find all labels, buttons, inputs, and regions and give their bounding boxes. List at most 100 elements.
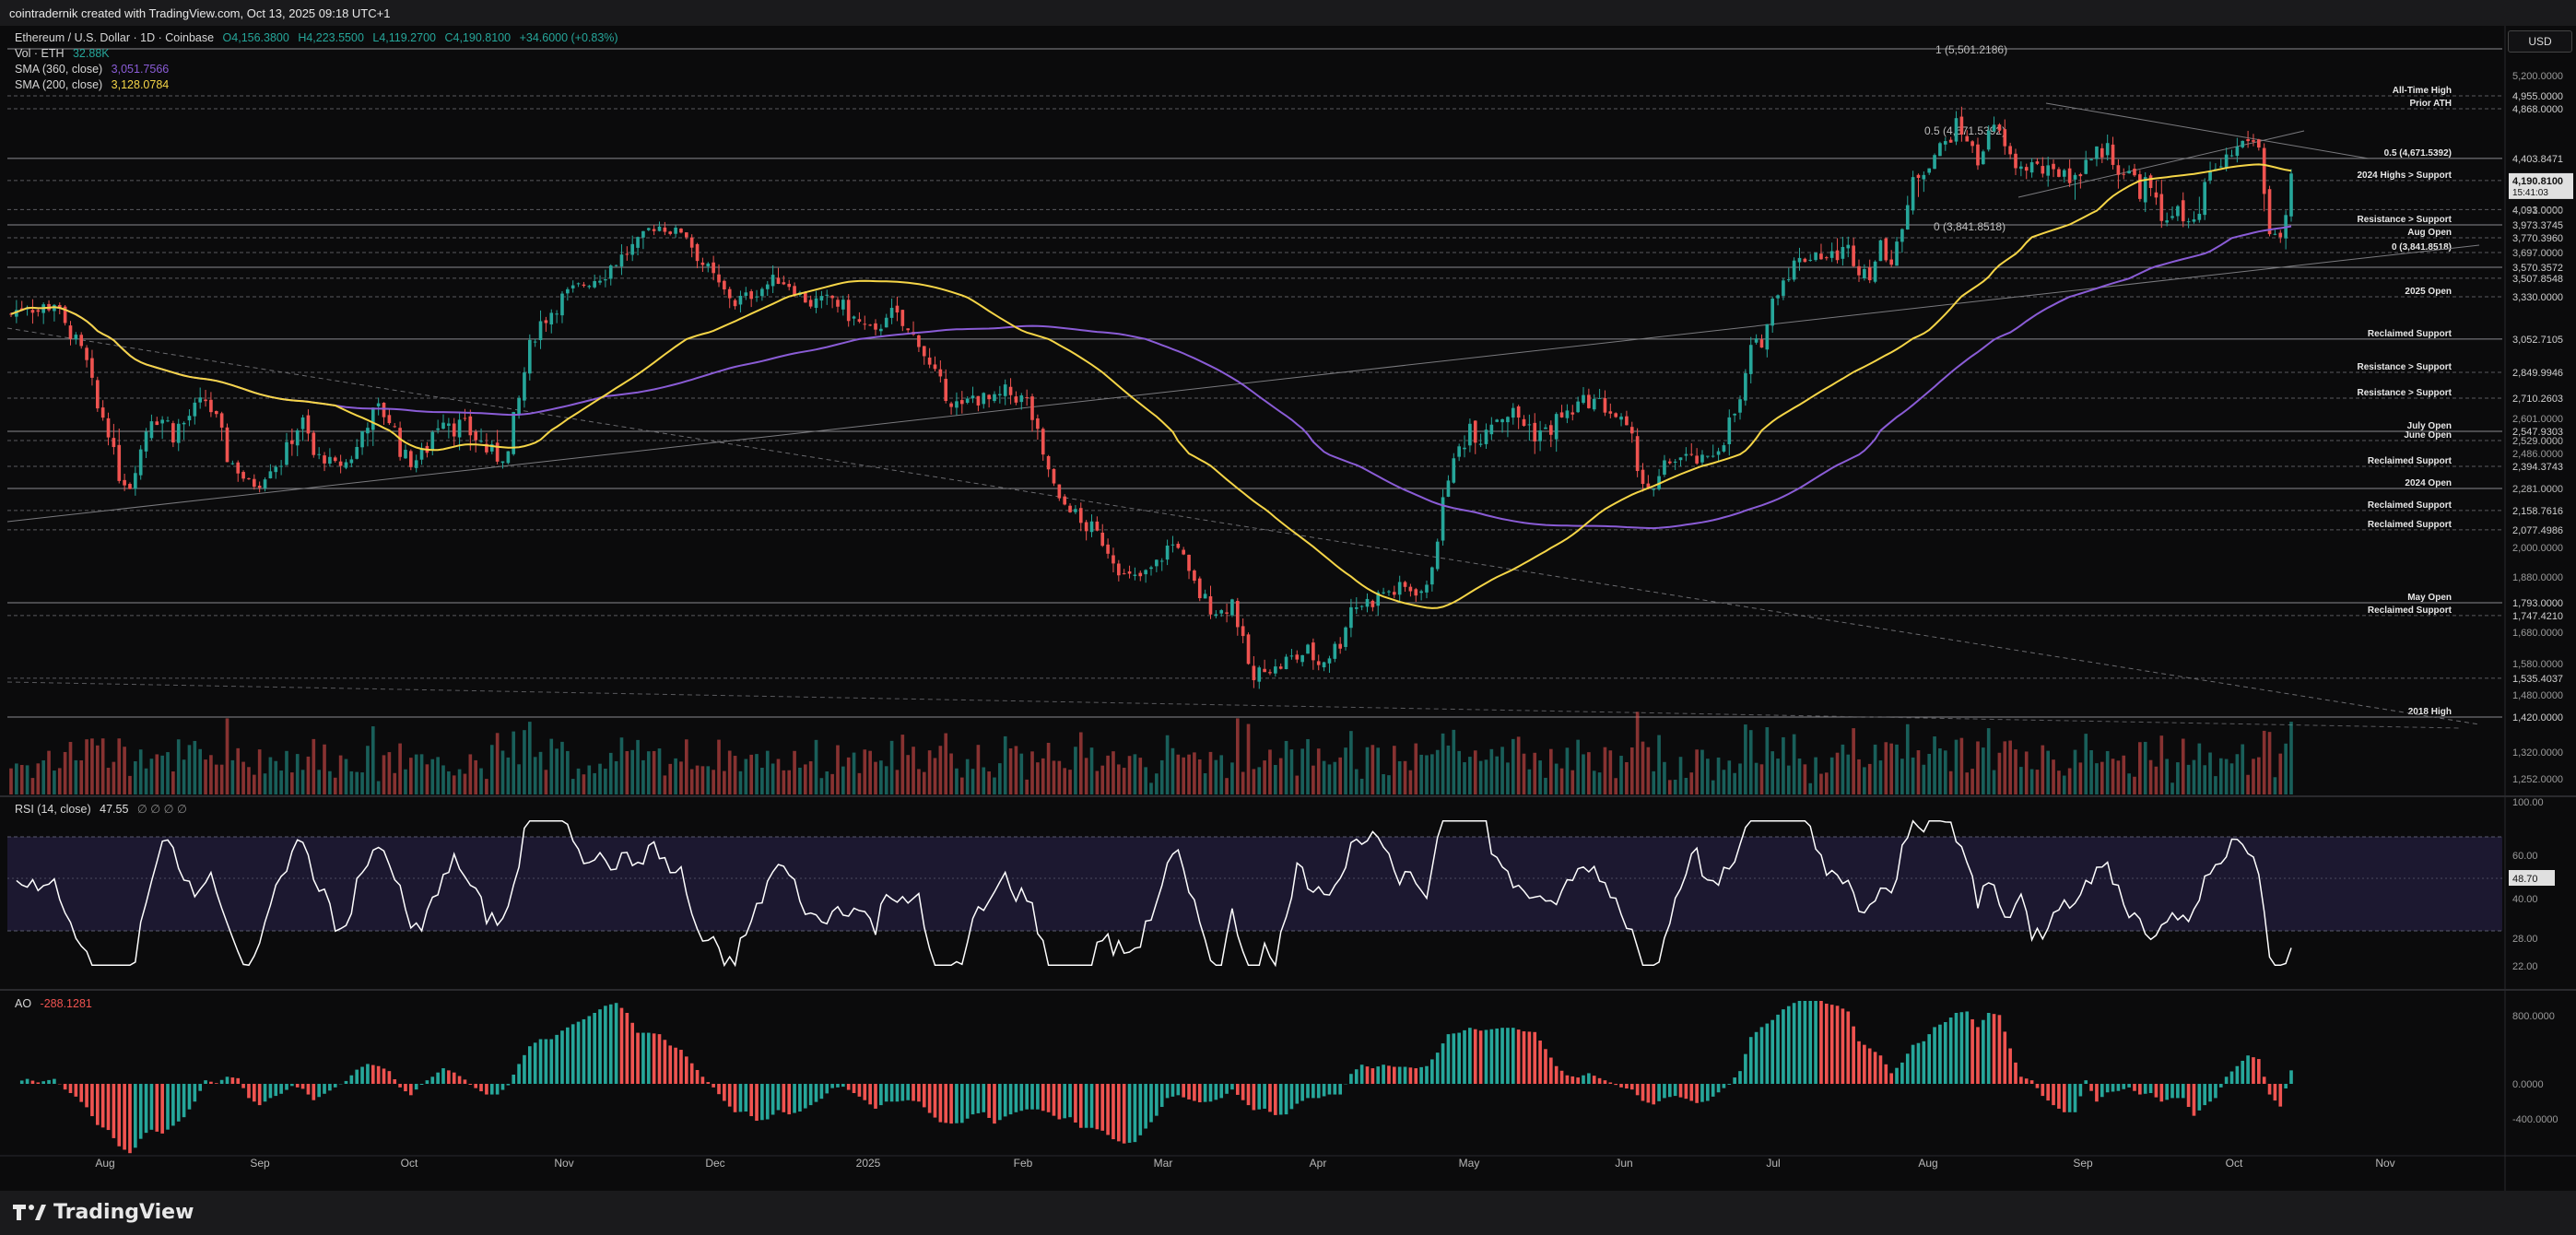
volume-bar (1068, 770, 1072, 794)
ao-bar (398, 1084, 402, 1088)
ao-bar (1614, 1084, 1617, 1086)
ao-bar (1905, 1053, 1910, 1084)
ao-bar (349, 1075, 354, 1084)
volume-bar (1841, 744, 1845, 794)
volume-bar (252, 774, 256, 794)
ao-bar (1170, 1084, 1175, 1097)
candle-body (1667, 461, 1672, 464)
ao-bar (2138, 1084, 2142, 1095)
candle-body (587, 286, 592, 288)
volume-bar (2041, 745, 2045, 794)
candle-body (2116, 165, 2121, 175)
volume-bar (825, 770, 829, 794)
candle-body (2197, 213, 2202, 220)
volume-bar (733, 756, 737, 794)
volume-bar (1316, 748, 1321, 794)
volume-bar (641, 759, 645, 794)
ao-bar (717, 1084, 721, 1095)
candle-body (1425, 584, 1429, 593)
volume-bar (700, 766, 705, 794)
candle-body (830, 295, 834, 299)
volume-bar (1916, 750, 1921, 794)
volume-bar (1117, 764, 1121, 794)
candle-body (1641, 469, 1645, 485)
ao-bar (68, 1084, 73, 1094)
volume-bar (500, 750, 505, 794)
ao-bar (1635, 1084, 1640, 1096)
ao-bar (587, 1016, 592, 1084)
volume-bar (808, 761, 813, 794)
legend-ao-value: -288.1281 (40, 997, 92, 1010)
ao-bar (247, 1084, 251, 1099)
volume-bar (1149, 782, 1153, 794)
volume-bar (566, 750, 570, 794)
volume-bar (53, 770, 56, 794)
candle-body (1219, 610, 1224, 614)
candle-body (2138, 174, 2142, 199)
candle-body (1841, 246, 1845, 259)
volume-bar (1193, 752, 1196, 794)
rsi-axis-tick: 60.00 (2512, 851, 2538, 862)
tradingview-logo[interactable]: TradingView (13, 1198, 194, 1226)
candle-body (1419, 591, 1423, 594)
price-axis-value: 3,570.3572 (2512, 263, 2563, 274)
price-panel (0, 26, 2576, 794)
ao-bar (1176, 1084, 1181, 1096)
ao-bar (765, 1084, 770, 1120)
candle-body (176, 423, 181, 443)
candle-body (1770, 299, 1775, 326)
candle-body (419, 448, 424, 460)
candle-body (663, 227, 667, 232)
price-axis-value: 1,535.4037 (2512, 674, 2563, 685)
price-axis-value: 3,330.0000 (2512, 292, 2563, 303)
volume-bar (1867, 763, 1872, 794)
ao-bar (1943, 1022, 1947, 1084)
volume-bar (1684, 777, 1688, 794)
ao-bar (1657, 1084, 1661, 1101)
currency-button[interactable]: USD (2508, 30, 2572, 53)
chart-frame[interactable]: All-Time High 4,955.0000 Prior ATH 4,868.00… (0, 26, 2576, 1191)
ao-bar (544, 1039, 548, 1084)
volume-bar (285, 750, 288, 794)
volume-bar (803, 764, 807, 794)
chart-canvas[interactable]: All-Time High 4,955.0000 Prior ATH 4,868.00… (0, 26, 2576, 1191)
ao-bar (285, 1084, 288, 1090)
ao-bar (965, 1084, 970, 1119)
ao-bar (949, 1084, 953, 1124)
candle-body (252, 478, 256, 488)
volume-bar (1911, 757, 1915, 794)
volume-bar (755, 754, 759, 794)
candle-body (1284, 656, 1288, 670)
volume-bar (1019, 753, 1024, 794)
top-credit-bar: cointradernik created with TradingView.c… (0, 0, 2576, 26)
volume-bar (1965, 772, 1970, 794)
volume-bar (257, 749, 262, 794)
fib-0-label: 0 (3,841.8518) (1934, 220, 2006, 233)
ao-bar (836, 1084, 840, 1088)
candle-body (2148, 175, 2153, 188)
volume-bar (1943, 750, 1947, 794)
candle-body (1587, 394, 1591, 408)
ao-bar (279, 1084, 283, 1094)
ao-bar (1689, 1084, 1694, 1101)
volume-bar (1614, 778, 1617, 794)
volume-bar (1722, 770, 1726, 794)
candle-body (2057, 169, 2061, 177)
volume-bar (1155, 773, 1159, 794)
rsi-band (7, 837, 2502, 931)
ao-bar (1376, 1066, 1381, 1084)
ao-bar (1095, 1084, 1100, 1130)
candle-body (452, 423, 456, 437)
volume-bar (1014, 746, 1018, 794)
ao-bar (1338, 1084, 1343, 1095)
volume-bar (2105, 750, 2110, 794)
ao-bar (1117, 1084, 1121, 1142)
volume-bar (1527, 769, 1532, 794)
volume-bar (1235, 718, 1240, 794)
ao-bar (1889, 1073, 1893, 1084)
candle-body (884, 317, 888, 328)
ao-bar (1003, 1084, 1007, 1117)
candle-body (2192, 219, 2196, 222)
volume-bar (1430, 754, 1434, 794)
volume-bar (1629, 747, 1634, 794)
